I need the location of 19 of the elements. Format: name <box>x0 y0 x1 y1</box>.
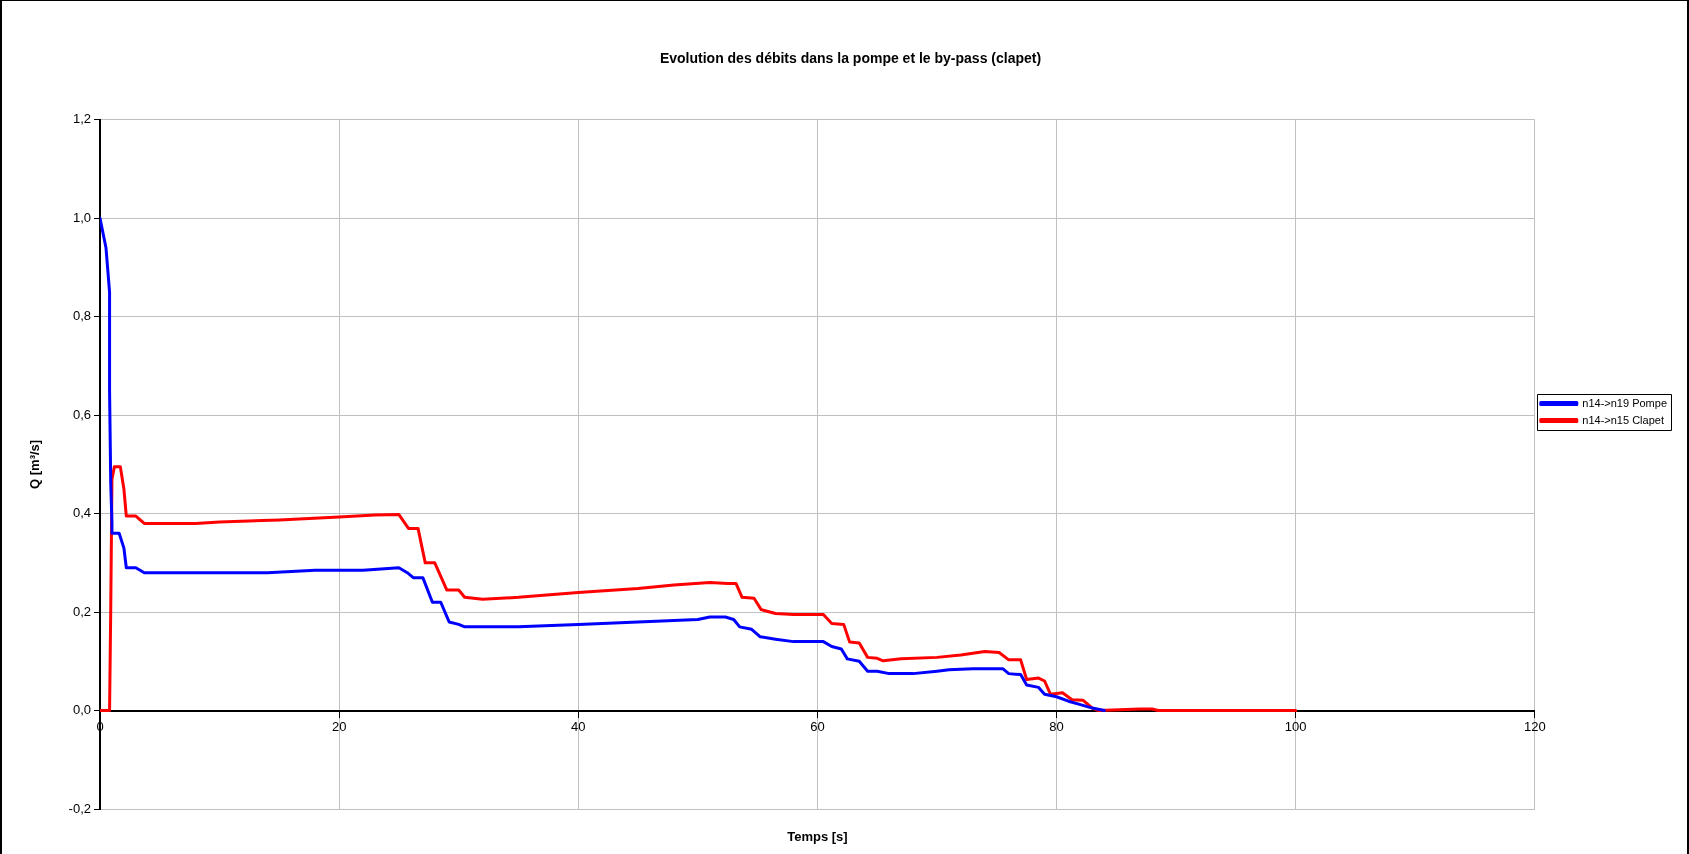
y-axis-title: Q [m³/s] <box>27 439 43 489</box>
y-tick-label: 0,2 <box>72 603 91 619</box>
y-tick-label: 0,4 <box>72 505 91 521</box>
x-tick-label: 100 <box>1284 718 1307 734</box>
x-tick-label: 60 <box>810 718 825 734</box>
x-tick-label: 120 <box>1523 718 1546 734</box>
x-axis-title: Temps [s] <box>787 828 848 844</box>
legend-label: n14->n15 Clapet <box>1582 413 1664 426</box>
y-tick-label: 0,6 <box>72 406 91 422</box>
chart-title: Evolution des débits dans la pompe et le by-pass (clapet) <box>659 50 1042 67</box>
legend-label: n14->n19 Pompe <box>1582 396 1667 409</box>
y-tick-label: -0,2 <box>68 800 91 816</box>
x-tick-label: 40 <box>571 718 586 734</box>
x-tick-label: 20 <box>331 718 347 734</box>
y-tick-label: 1,2 <box>72 111 91 127</box>
x-tick-label: 80 <box>1049 718 1064 734</box>
y-tick-label: 1,0 <box>72 209 91 225</box>
y-tick-label: 0,0 <box>72 702 91 718</box>
y-tick-label: 0,8 <box>72 308 91 324</box>
